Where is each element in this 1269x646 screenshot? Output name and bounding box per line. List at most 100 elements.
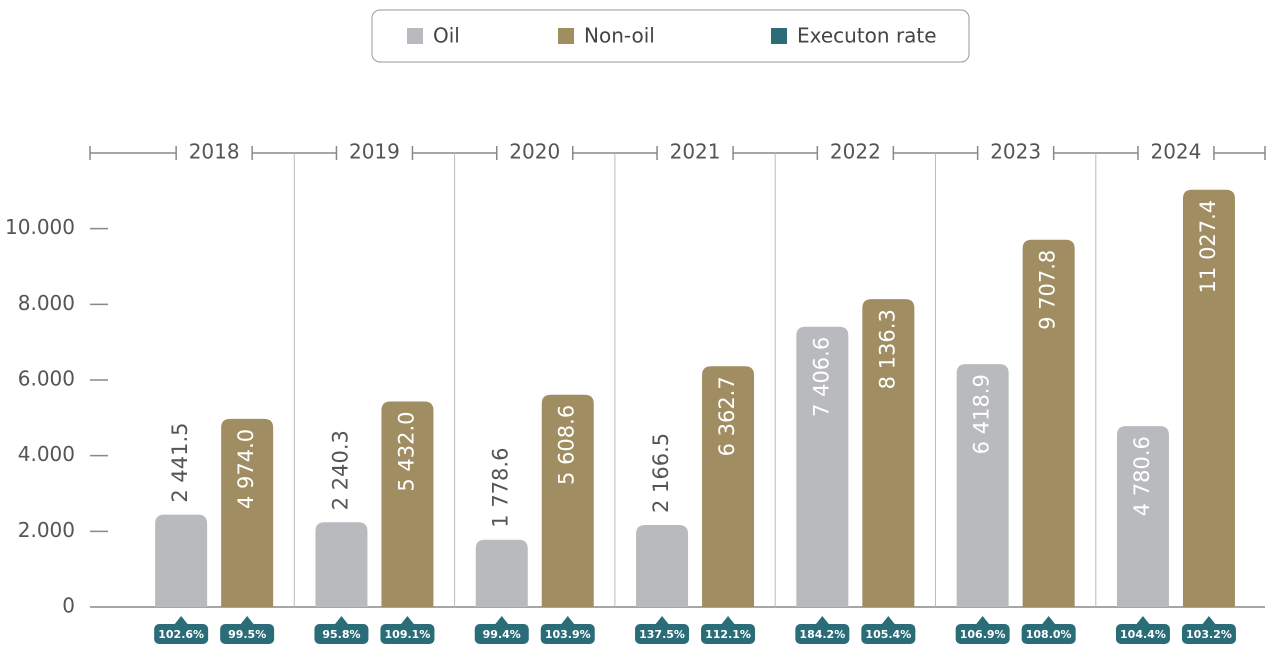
rate-badge-box xyxy=(540,624,595,644)
rate-badge: 95.8% xyxy=(314,616,369,644)
rate-badge: 108.0% xyxy=(1021,616,1076,644)
bar xyxy=(862,299,915,607)
rate-label: 104.4% xyxy=(1120,628,1166,641)
bar xyxy=(636,525,689,607)
rate-label: 184.2% xyxy=(799,628,845,641)
legend-label: Oil xyxy=(433,24,460,48)
rate-label: 99.5% xyxy=(228,628,266,641)
rate-badge: 106.9% xyxy=(955,616,1010,644)
rate-label: 106.9% xyxy=(960,628,1006,641)
legend-swatch xyxy=(771,28,787,44)
rate-badge-arrow xyxy=(559,616,576,626)
x-tick-label: 2018 xyxy=(189,140,240,164)
y-tick-label: 2.000 xyxy=(18,518,75,542)
rate-badge-box xyxy=(861,624,916,644)
value-label: 2 166.5 xyxy=(649,433,673,513)
rate-label: 105.4% xyxy=(865,628,911,641)
value-label: 6 418.9 xyxy=(970,374,994,454)
rate-badge: 103.9% xyxy=(540,616,595,644)
rate-badge-arrow xyxy=(720,616,737,626)
legend-swatch xyxy=(558,28,574,44)
rate-badge-arrow xyxy=(333,616,350,626)
rate-badge-arrow xyxy=(399,616,416,626)
header-label-bg xyxy=(817,140,894,166)
x-tick-label: 2024 xyxy=(1150,140,1201,164)
rate-badge: 103.2% xyxy=(1181,616,1236,644)
bar xyxy=(1182,189,1235,608)
rate-label: 103.9% xyxy=(545,628,591,641)
rate-badge: 184.2% xyxy=(795,616,850,644)
rate-badge: 112.1% xyxy=(701,616,756,644)
header-label-bg xyxy=(176,140,253,166)
rate-badge: 109.1% xyxy=(380,616,435,644)
value-label: 5 432.0 xyxy=(394,411,418,491)
rate-label: 137.5% xyxy=(639,628,685,641)
rate-badge-box xyxy=(701,624,756,644)
rate-badge-box xyxy=(795,624,850,644)
rate-badge-box xyxy=(474,624,529,644)
rate-badge-box xyxy=(154,624,209,644)
bar xyxy=(221,418,274,607)
rate-badge-arrow xyxy=(654,616,671,626)
rate-label: 102.6% xyxy=(158,628,204,641)
rate-badge-box xyxy=(314,624,369,644)
header-label-bg xyxy=(1137,140,1214,166)
rate-label: 112.1% xyxy=(705,628,751,641)
rate-label: 99.4% xyxy=(483,628,521,641)
rate-badge-box xyxy=(955,624,1010,644)
rate-badge-box xyxy=(635,624,690,644)
value-label: 2 441.5 xyxy=(168,422,192,502)
bar xyxy=(155,514,208,607)
bar xyxy=(1022,239,1075,608)
rate-badge-arrow xyxy=(1134,616,1151,626)
value-label: 9 707.8 xyxy=(1036,250,1060,330)
bar xyxy=(796,326,849,607)
rate-badge-arrow xyxy=(1040,616,1057,626)
value-label: 2 240.3 xyxy=(328,430,352,510)
bar xyxy=(1116,426,1169,607)
legend-box xyxy=(371,9,970,63)
value-label: 8 136.3 xyxy=(875,309,899,389)
bar xyxy=(541,394,594,607)
x-tick-label: 2022 xyxy=(830,140,881,164)
rate-badge-box xyxy=(380,624,435,644)
legend-label: Non-oil xyxy=(584,24,655,48)
value-label: 4 780.6 xyxy=(1130,436,1154,516)
rate-label: 103.2% xyxy=(1186,628,1232,641)
rate-badge: 105.4% xyxy=(861,616,916,644)
rate-badge-box xyxy=(220,624,275,644)
value-label: 1 778.6 xyxy=(489,448,513,528)
rate-label: 108.0% xyxy=(1026,628,1072,641)
rate-badge: 102.6% xyxy=(154,616,209,644)
value-label: 5 608.6 xyxy=(555,405,579,485)
bar xyxy=(702,366,755,607)
value-label: 6 362.7 xyxy=(715,376,739,456)
bar xyxy=(315,522,368,607)
rate-label: 109.1% xyxy=(385,628,431,641)
bar xyxy=(956,364,1009,607)
bar xyxy=(381,401,434,607)
rate-badge-box xyxy=(1115,624,1170,644)
x-tick-label: 2020 xyxy=(509,140,560,164)
bar xyxy=(475,539,528,607)
legend-swatch xyxy=(407,28,423,44)
legend-label: Executon rate xyxy=(797,24,937,48)
x-tick-label: 2023 xyxy=(990,140,1041,164)
y-tick-label: 4.000 xyxy=(18,442,75,466)
header-label-bg xyxy=(657,140,734,166)
y-tick-label: 8.000 xyxy=(18,291,75,315)
rate-label: 95.8% xyxy=(322,628,360,641)
rate-badge-arrow xyxy=(493,616,510,626)
rate-badge-arrow xyxy=(239,616,256,626)
rate-badge: 137.5% xyxy=(635,616,690,644)
value-label: 4 974.0 xyxy=(234,429,258,509)
rate-badge-arrow xyxy=(814,616,831,626)
rate-badge-arrow xyxy=(974,616,991,626)
rate-badge: 99.5% xyxy=(220,616,275,644)
value-label: 7 406.6 xyxy=(809,337,833,417)
rate-badge-box xyxy=(1021,624,1076,644)
y-tick-label: 6.000 xyxy=(18,367,75,391)
x-tick-label: 2021 xyxy=(670,140,721,164)
rate-badge-arrow xyxy=(1200,616,1217,626)
